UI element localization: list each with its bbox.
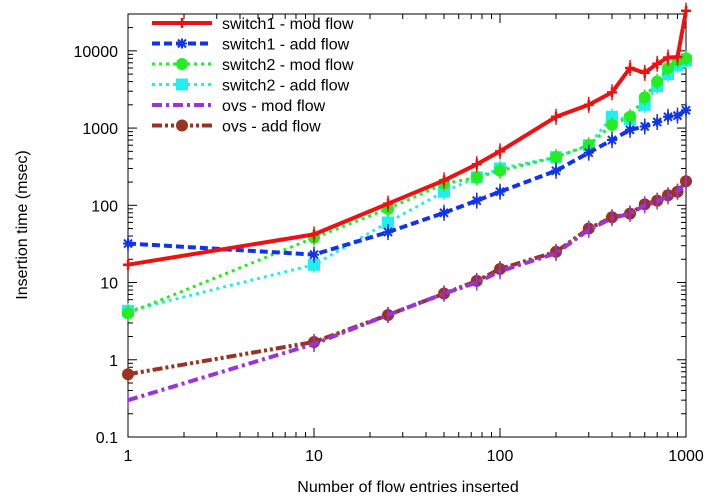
data-point	[383, 198, 394, 209]
legend-marker-5	[176, 119, 188, 132]
legend-label-3: switch2 - add flow	[222, 78, 350, 95]
series-1	[123, 102, 691, 263]
data-point	[494, 164, 506, 177]
y-tick-label: 0.1	[96, 430, 118, 447]
data-point	[638, 91, 651, 104]
data-point	[583, 99, 594, 110]
y-tick-label: 10	[100, 276, 118, 293]
legend: switch1 - mod flow switch1 - add flow swit…	[152, 16, 354, 136]
series-line	[127, 180, 688, 403]
data-point	[439, 175, 450, 186]
data-point	[672, 110, 683, 121]
x-axis-title: Number of flow entries inserted	[297, 479, 518, 496]
data-point	[495, 146, 505, 157]
legend-label-4: ovs - mod flow	[222, 98, 326, 115]
data-point	[383, 227, 394, 238]
axes: 0.1 1 10 100 1000 10000 1 10 100 1000	[74, 13, 704, 465]
data-point	[672, 52, 683, 63]
y-tick-label: 10000	[74, 44, 119, 61]
y-tick-label: 100	[91, 198, 118, 215]
data-point	[625, 124, 636, 135]
data-point	[606, 135, 617, 146]
data-point	[471, 159, 482, 170]
legend-marker-2	[176, 58, 188, 70]
x-tick-label: 1	[124, 448, 133, 465]
series-line	[127, 108, 688, 257]
legend-marker-0	[177, 18, 187, 28]
plot-frame	[127, 13, 687, 438]
y-tick-label: 1000	[82, 121, 118, 138]
data-point	[605, 118, 618, 131]
legend-label-1: switch1 - add flow	[222, 37, 350, 54]
data-point	[382, 216, 395, 229]
x-tick-label: 100	[487, 448, 514, 465]
data-point	[495, 186, 505, 197]
data-point	[439, 207, 450, 218]
series-3	[122, 52, 692, 319]
data-point	[309, 249, 319, 260]
legend-label-5: ovs - add flow	[222, 119, 321, 136]
data-point	[662, 52, 673, 63]
series-5	[122, 173, 692, 383]
data-point	[308, 258, 320, 271]
data-point	[639, 67, 650, 78]
data-point	[549, 151, 562, 164]
data-point	[122, 368, 134, 381]
legend-label-2: switch2 - mod flow	[222, 57, 354, 74]
data-point	[661, 61, 674, 74]
data-point	[681, 5, 691, 16]
legend-marker-1	[177, 38, 187, 49]
data-point	[624, 110, 637, 123]
data-point	[471, 195, 482, 206]
series-4	[127, 174, 688, 409]
series-2	[122, 50, 692, 322]
data-point	[583, 147, 594, 158]
data-point	[309, 229, 319, 240]
data-point	[652, 58, 663, 69]
series-layer	[122, 2, 692, 409]
data-point	[550, 111, 561, 122]
data-point	[639, 121, 650, 132]
x-tick-label: 10	[305, 448, 323, 465]
data-point	[606, 87, 617, 98]
data-point	[550, 165, 561, 176]
data-point	[123, 238, 133, 249]
data-point	[680, 52, 692, 65]
data-point	[123, 259, 133, 270]
y-tick-label: 1	[109, 353, 118, 370]
legend-marker-3	[176, 78, 188, 91]
legend-label-0: switch1 - mod flow	[222, 16, 354, 33]
series-0	[123, 2, 691, 273]
data-point	[681, 105, 691, 116]
data-point	[662, 111, 673, 122]
y-axis-title: Insertion time (msec)	[14, 150, 31, 299]
data-point	[625, 62, 636, 73]
data-point	[651, 75, 664, 88]
series-line	[127, 179, 688, 377]
data-point	[470, 171, 483, 184]
x-tick-label: 1000	[668, 448, 704, 465]
data-point	[122, 307, 134, 320]
data-point	[652, 116, 663, 127]
